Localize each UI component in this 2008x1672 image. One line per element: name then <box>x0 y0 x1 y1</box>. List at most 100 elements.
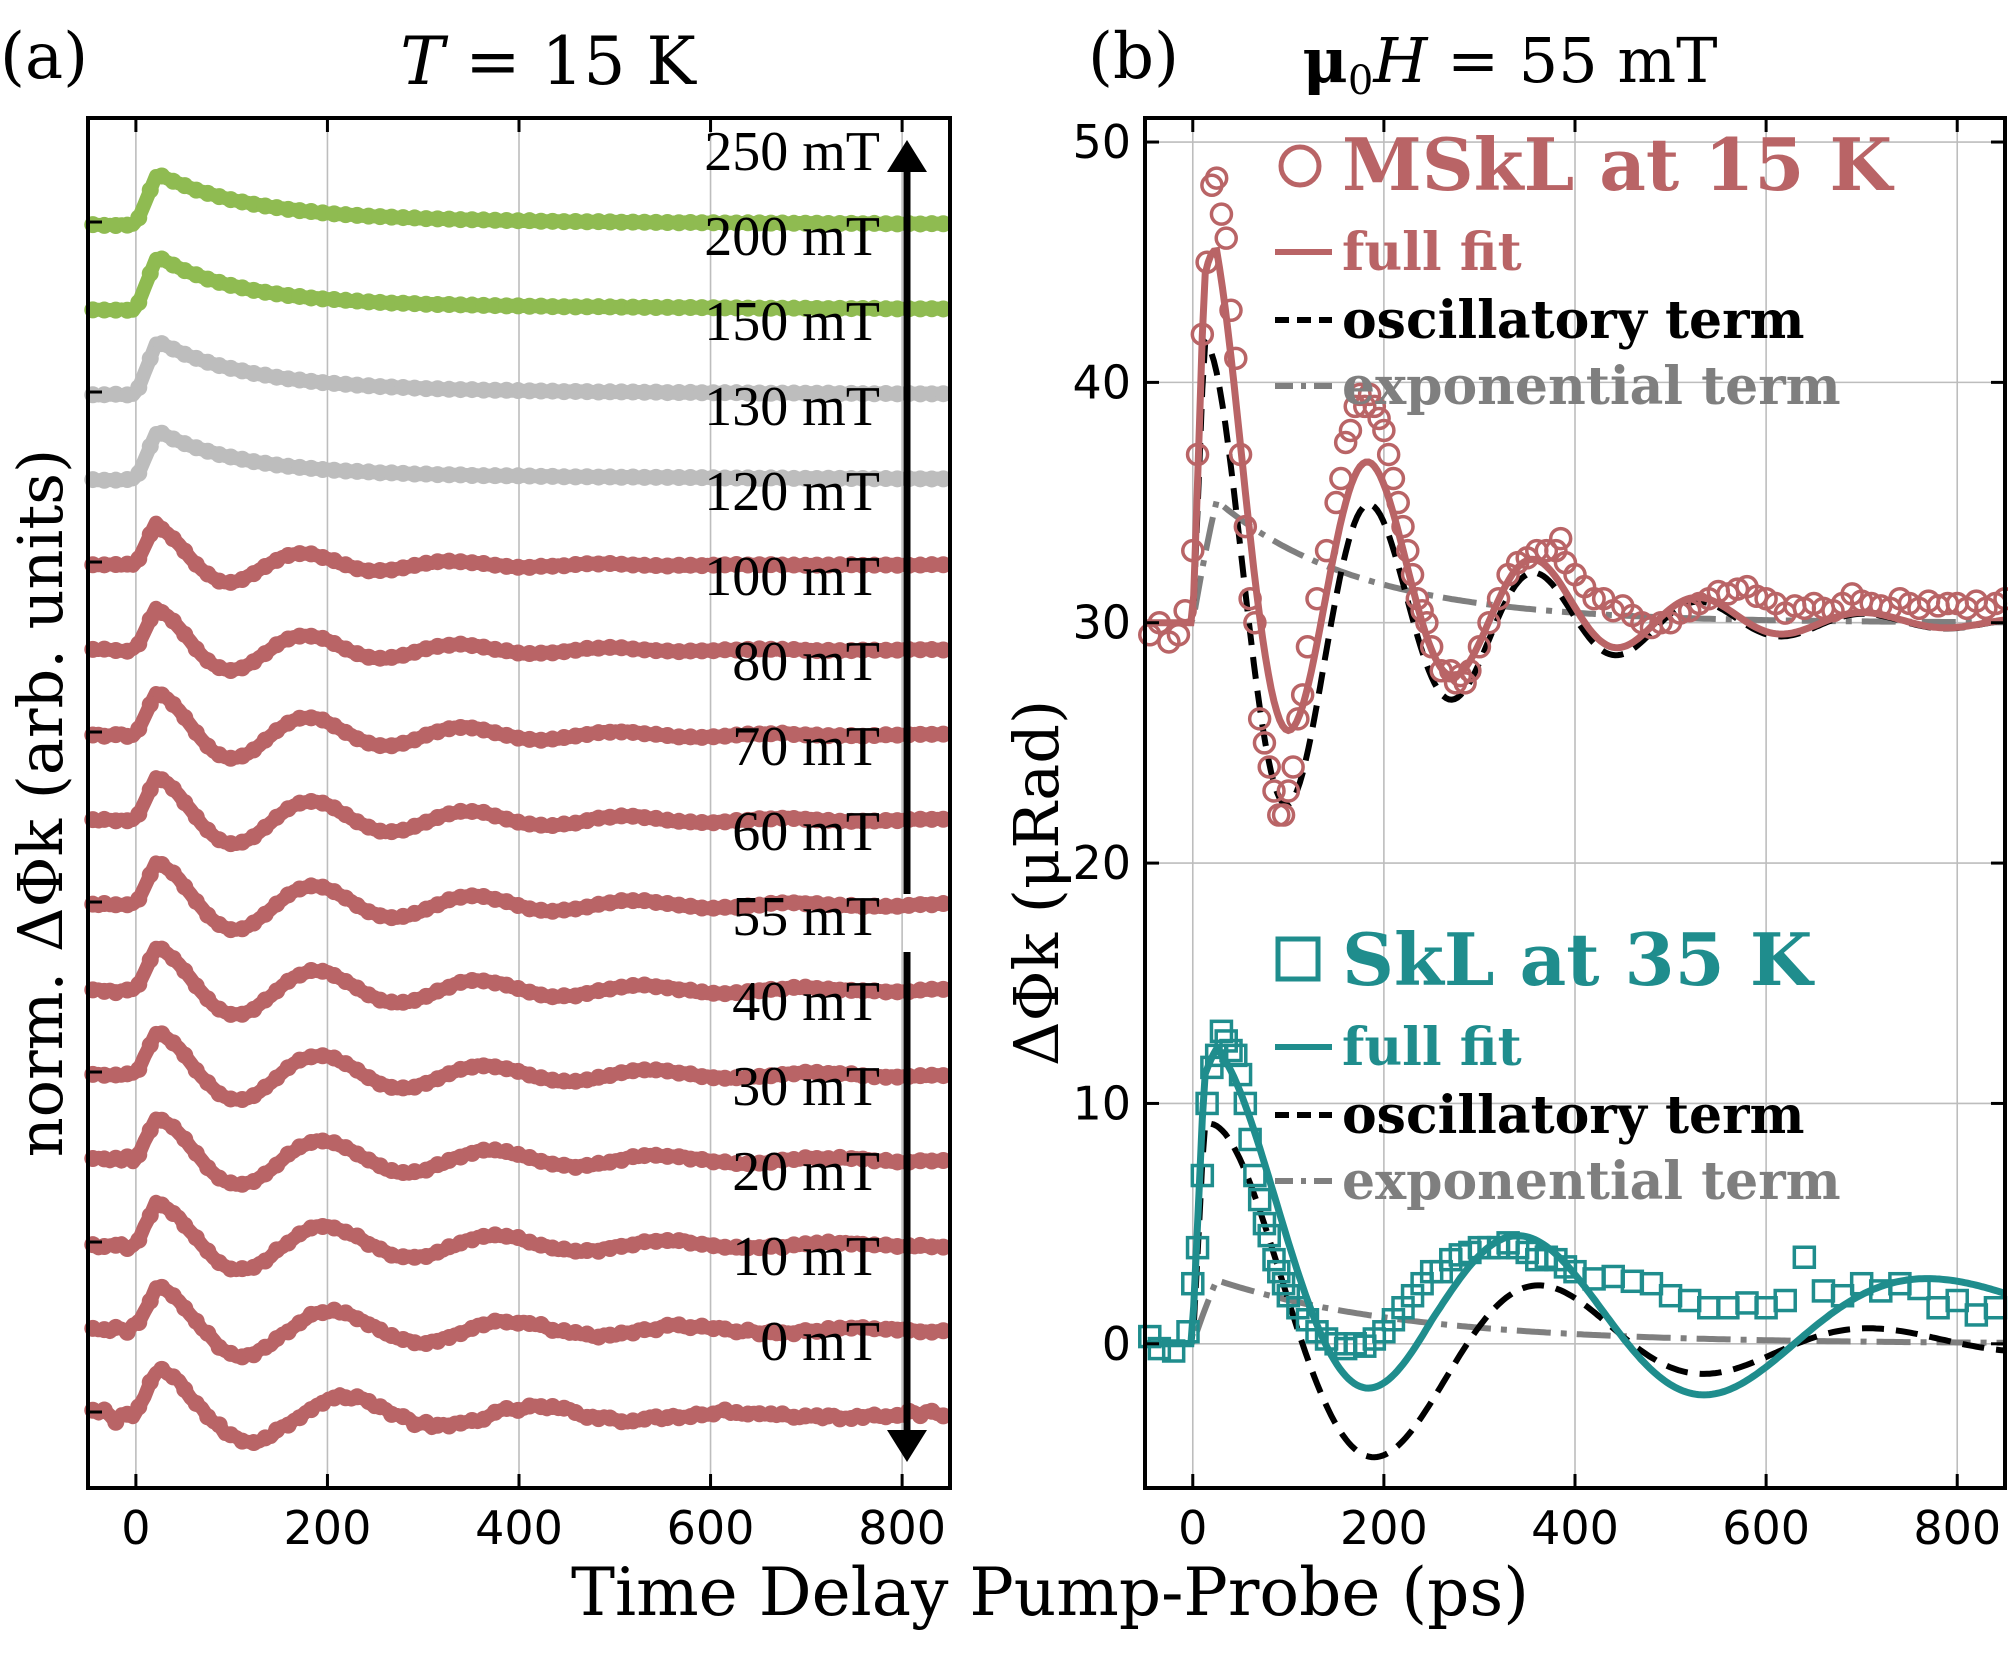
data-point-circle <box>1376 442 1401 467</box>
data-point <box>268 895 286 913</box>
data-point <box>164 950 182 968</box>
data-point <box>199 1159 217 1177</box>
data-point <box>164 612 182 630</box>
x-tick-label: 600 <box>667 1501 755 1555</box>
data-point <box>279 1323 297 1341</box>
series-60-mT <box>84 855 952 939</box>
data-point-square <box>1257 1223 1281 1248</box>
field-label: 10 mT <box>732 1226 880 1288</box>
legend-label: full fit <box>1342 222 1522 283</box>
series-100-mT <box>84 600 952 680</box>
panel-a-series <box>84 167 952 1452</box>
panel-a-ticks: 0 200 400 600 800 <box>88 118 946 1555</box>
data-point <box>130 550 148 568</box>
field-label: 150 mT <box>704 291 880 353</box>
data-point-circle <box>1367 406 1391 431</box>
data-point <box>268 1069 286 1087</box>
data-point <box>130 890 148 908</box>
data-point <box>153 940 171 958</box>
series-40-mT <box>84 1025 952 1109</box>
panel-a-grid <box>135 118 903 1488</box>
data-point <box>199 821 217 839</box>
field-label: 250 mT <box>704 121 880 183</box>
legend-SkL-at-35-K: SkL at 35 K full fit oscillatory termexpon… <box>1275 917 1841 1212</box>
data-point <box>153 771 171 789</box>
data-point <box>199 1242 217 1260</box>
data-point <box>176 1130 194 1148</box>
data-point <box>164 780 182 798</box>
data-point-square <box>1247 1187 1272 1212</box>
data-point <box>141 265 159 283</box>
panel-a-field-labels: 0 mT 10 mT 20 mT 30 mT 40 mT 55 mT 60 mT 70 mT 8… <box>704 121 880 1373</box>
data-point-square <box>1658 1283 1683 1308</box>
data-point-circle <box>1271 803 1296 827</box>
series-55-mT <box>84 940 952 1023</box>
data-point-circle <box>1209 202 1234 226</box>
data-point <box>268 1156 286 1174</box>
data-point <box>141 1207 159 1225</box>
panel-a-ylabel: norm. ΔΦk (arb. units) <box>4 449 77 1158</box>
x-tick-label: 800 <box>858 1501 946 1555</box>
data-point <box>176 962 194 980</box>
data-point <box>187 1394 205 1412</box>
data-point <box>130 464 148 482</box>
series-20-mT <box>84 1194 952 1278</box>
data-point-circle <box>1348 382 1372 407</box>
title-b-var: H <box>1372 24 1429 97</box>
field-label: 55 mT <box>732 886 880 948</box>
panel-a-title: T = 15 K <box>400 23 697 100</box>
x-tick-label: 800 <box>1913 1501 2001 1555</box>
legend-label: oscillatory term <box>1342 1085 1805 1146</box>
data-point-circle <box>1276 779 1301 803</box>
data-point <box>256 991 274 1009</box>
y-tick-label: 40 <box>1072 355 1131 409</box>
data-point <box>141 437 159 455</box>
data-point <box>256 731 274 749</box>
data-point <box>934 895 952 913</box>
data-point <box>256 905 274 923</box>
field-label: 70 mT <box>732 716 880 778</box>
data-point <box>141 866 159 884</box>
y-tick-label: 10 <box>1072 1076 1131 1130</box>
data-point <box>176 542 194 560</box>
data-point <box>130 805 148 823</box>
group-MSkL-at-15-K <box>1138 166 2008 827</box>
data-point-circle <box>1353 394 1377 419</box>
panel-a: (a) T = 15 K 0 mT 10 mT 20 mT 30 mT 40 mT 55 … <box>0 20 952 1555</box>
legend-label: SkL at 35 K <box>1342 917 1815 1002</box>
legend-MSkL-at-15-K: MSkL at 15 K full fit oscillatory termexpo… <box>1275 122 1895 417</box>
full-fit-curve <box>1145 1042 2007 1399</box>
data-point <box>187 555 205 573</box>
field-label: 100 mT <box>704 546 880 608</box>
data-point <box>153 1025 171 1043</box>
series-200-mT <box>84 250 952 319</box>
data-point <box>199 737 217 755</box>
data-point-circle <box>1338 418 1363 443</box>
field-label: 80 mT <box>732 631 880 693</box>
data-point-square <box>1252 1211 1277 1236</box>
data-point-square <box>1735 1291 1759 1315</box>
data-point <box>199 1074 217 1092</box>
panel-b-label: (b) <box>1088 20 1179 94</box>
legend-marker-square <box>1275 936 1321 982</box>
title-a-rest: = 15 K <box>444 23 697 100</box>
title-b-mu: μ <box>1302 24 1347 97</box>
data-point-circle <box>1252 731 1277 755</box>
data-point <box>141 951 159 969</box>
series-120-mT <box>84 515 952 591</box>
panel-b-ylabel: ΔΦk (μRad) <box>1000 700 1073 1066</box>
legend-marker-circle <box>1278 144 1322 188</box>
y-tick-label: 50 <box>1072 115 1131 169</box>
data-point <box>199 906 217 924</box>
data-point-circle <box>1548 526 1573 551</box>
data-point-square <box>1677 1288 1702 1313</box>
data-point <box>141 781 159 799</box>
data-point <box>176 1216 194 1234</box>
data-point <box>130 635 148 653</box>
series-130-mT <box>84 424 952 489</box>
data-point-square <box>1147 1336 1172 1361</box>
data-point <box>934 300 952 318</box>
data-point <box>934 1238 952 1256</box>
